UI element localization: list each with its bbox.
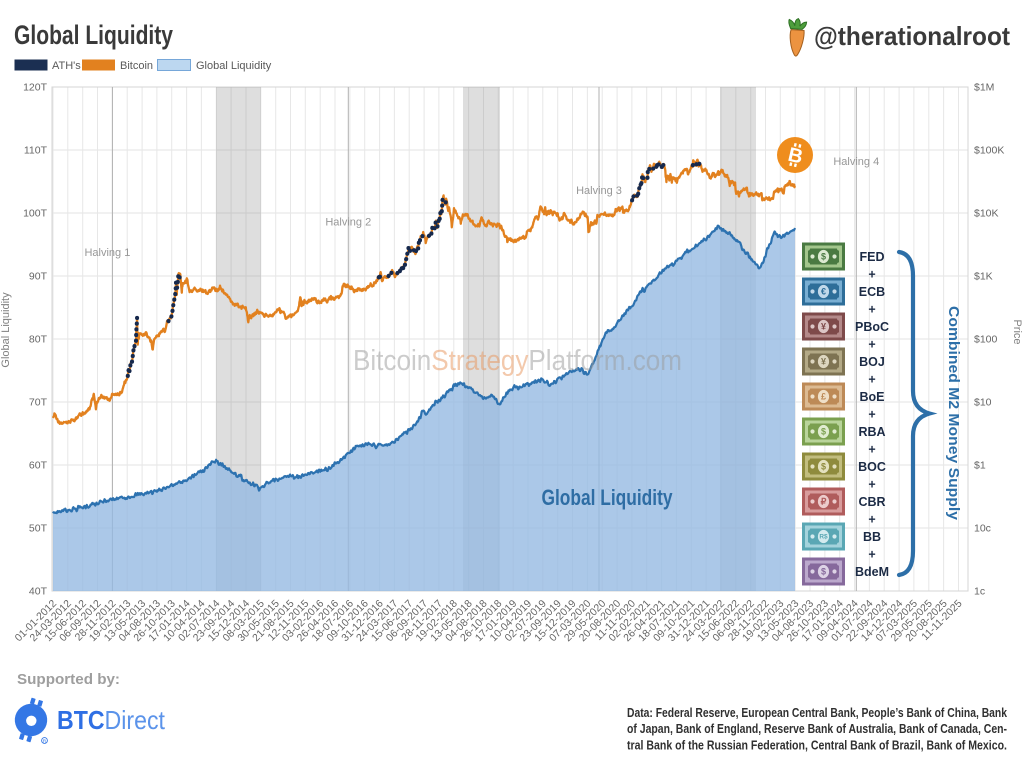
svg-text:Halving 1: Halving 1 [84, 247, 130, 259]
svg-text:¥: ¥ [821, 357, 826, 367]
svg-text:60T: 60T [29, 460, 48, 472]
svg-text:Data: Federal Reserve, Europea: Data: Federal Reserve, European Central … [627, 705, 1008, 720]
svg-text:40T: 40T [29, 586, 48, 598]
svg-text:BOJ: BOJ [859, 355, 885, 369]
svg-text:$: $ [821, 567, 826, 577]
svg-text:+: + [868, 302, 875, 316]
svg-text:Global Liquidity: Global Liquidity [0, 292, 12, 368]
svg-text:€: € [821, 287, 826, 297]
svg-text:+: + [868, 547, 875, 561]
svg-text:$1M: $1M [974, 82, 994, 94]
svg-text:BoE: BoE [860, 390, 885, 404]
svg-text:of Japan, Bank of England, Res: of Japan, Bank of England, Reserve Bank … [627, 721, 1007, 736]
svg-text:BitcoinStrategyPlatform.com: BitcoinStrategyPlatform.com [353, 345, 682, 377]
svg-text:+: + [868, 477, 875, 491]
svg-text:PBoC: PBoC [855, 320, 889, 334]
svg-text:$100K: $100K [974, 145, 1004, 157]
svg-text:Supported by:: Supported by: [17, 672, 120, 688]
svg-text:$: $ [821, 462, 826, 472]
svg-text:$1K: $1K [974, 271, 993, 283]
svg-text:100T: 100T [23, 208, 48, 220]
svg-text:$: $ [821, 252, 826, 262]
svg-text:50T: 50T [29, 523, 48, 535]
svg-text:¥: ¥ [821, 322, 826, 332]
svg-text:$1: $1 [974, 460, 986, 472]
svg-text:+: + [868, 442, 875, 456]
svg-text:CBR: CBR [858, 495, 885, 509]
svg-text:+: + [868, 267, 875, 281]
svg-text:90T: 90T [29, 271, 48, 283]
svg-text:₽: ₽ [821, 497, 827, 507]
svg-text:ECB: ECB [859, 285, 885, 299]
svg-text:10c: 10c [974, 523, 991, 535]
svg-text:RBA: RBA [858, 425, 885, 439]
svg-text:120T: 120T [23, 82, 48, 94]
svg-text:B: B [786, 144, 805, 169]
svg-text:@therationalroot: @therationalroot [814, 21, 1010, 51]
svg-text:Halving 4: Halving 4 [833, 156, 879, 168]
svg-text:FED: FED [860, 250, 885, 264]
svg-text:BTCDirect: BTCDirect [57, 705, 166, 735]
svg-text:ATH's: ATH's [52, 60, 81, 72]
svg-text:$: $ [821, 427, 826, 437]
svg-text:Global Liquidity: Global Liquidity [196, 60, 272, 72]
svg-text:$100: $100 [974, 334, 998, 346]
svg-text:R$: R$ [819, 534, 828, 541]
svg-text:BdeM: BdeM [855, 565, 889, 579]
svg-text:+: + [868, 512, 875, 526]
svg-text:R: R [43, 738, 47, 744]
svg-text:Halving 2: Halving 2 [325, 217, 371, 229]
svg-text:Combined M2 Money Supply: Combined M2 Money Supply [945, 306, 962, 521]
svg-text:Bitcoin: Bitcoin [120, 60, 153, 72]
svg-text:+: + [868, 372, 875, 386]
svg-text:Global Liquidity: Global Liquidity [542, 485, 674, 510]
svg-text:+: + [868, 337, 875, 351]
svg-text:tral Bank of the Russian Feder: tral Bank of the Russian Federation, Cen… [627, 738, 1007, 753]
svg-text:$10: $10 [974, 397, 992, 409]
svg-text:80T: 80T [29, 334, 48, 346]
svg-text:Halving 3: Halving 3 [576, 185, 622, 197]
svg-text:1c: 1c [974, 586, 985, 598]
svg-text:Global Liquidity: Global Liquidity [14, 20, 173, 50]
svg-text:BB: BB [863, 530, 881, 544]
svg-text:£: £ [821, 392, 826, 402]
svg-text:+: + [868, 407, 875, 421]
svg-text:110T: 110T [24, 145, 48, 157]
svg-text:Price: Price [1011, 319, 1023, 344]
svg-text:$10K: $10K [974, 208, 999, 220]
svg-text:70T: 70T [29, 397, 48, 409]
svg-text:BOC: BOC [858, 460, 886, 474]
